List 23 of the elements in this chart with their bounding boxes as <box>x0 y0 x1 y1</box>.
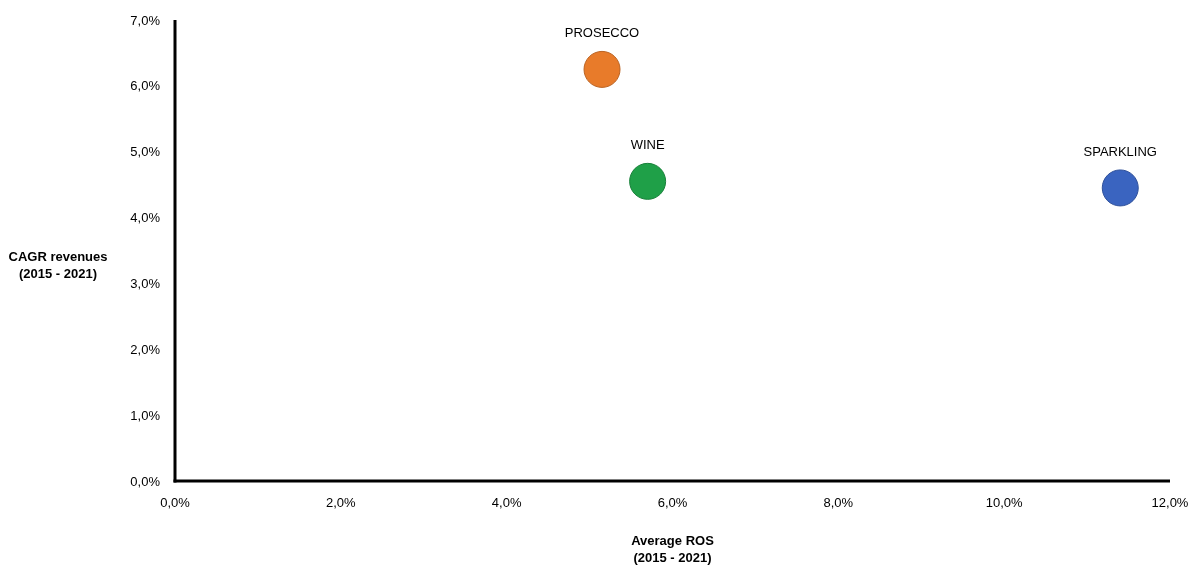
x-tick-label: 4,0% <box>491 495 522 510</box>
y-tick-label: 4,0% <box>130 210 161 226</box>
x-tick-label: 0,0% <box>160 495 191 510</box>
point <box>1101 169 1139 207</box>
point <box>583 50 621 88</box>
y-tick-label: 3,0% <box>130 275 161 291</box>
y-tick-label: 2,0% <box>130 341 161 357</box>
series-label: SPARKLING <box>1083 143 1157 159</box>
series-label: PROSECCO <box>564 25 640 41</box>
x-tick-label: 10,0% <box>985 495 1024 510</box>
point <box>629 162 667 200</box>
y-tick-label: 7,0% <box>130 12 161 28</box>
x-tick-label: 6,0% <box>657 495 688 510</box>
y-tick-label: 0,0% <box>130 473 161 489</box>
y-axis-title: CAGR revenues (2015 - 2021) <box>8 248 108 281</box>
x-tick-label: 8,0% <box>823 495 854 510</box>
x-axis-title: Average ROS (2015 - 2021) <box>631 533 715 565</box>
x-tick-label: 12,0% <box>1151 495 1189 510</box>
y-tick-label: 6,0% <box>130 78 161 94</box>
y-tick-label: 5,0% <box>130 144 161 160</box>
x-tick-label: 2,0% <box>326 495 357 510</box>
series-label: WINE <box>630 137 665 153</box>
y-tick-label: 1,0% <box>130 407 161 423</box>
